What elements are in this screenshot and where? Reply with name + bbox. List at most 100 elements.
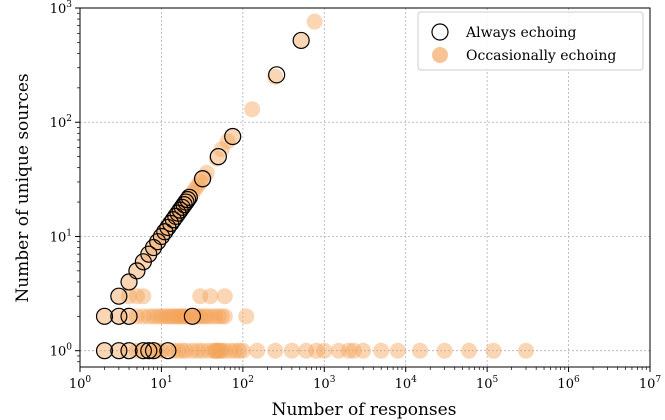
occasionally-echoing-point: [216, 308, 233, 325]
occasionally-echoing-point: [345, 342, 362, 359]
y-axis-label: Number of unique sources: [13, 73, 33, 302]
occasionally-echoing-point: [172, 308, 189, 325]
occasionally-echoing-point: [226, 342, 243, 359]
occasionally-echoing-point: [135, 342, 152, 359]
always-echoing-point: [180, 188, 198, 206]
x-tick-label: 100: [69, 375, 92, 392]
always-echoing-point: [95, 342, 114, 360]
occasionally-echoing-point: [162, 308, 179, 325]
legend-marker-occasionally-echoing: [432, 47, 448, 63]
occasionally-echoing-point: [216, 288, 233, 305]
occasionally-echoing-point: [177, 342, 194, 359]
legend-marker-always-echoing: [431, 23, 449, 41]
occasionally-echoing-point: [224, 128, 241, 145]
x-tick-label: 106: [557, 375, 580, 392]
always-echoing-point: [164, 211, 182, 229]
occasionally-echoing-point: [298, 342, 315, 359]
occasionally-echoing-point: [194, 342, 211, 359]
occasionally-echoing-point: [96, 342, 113, 359]
occasionally-echoing-point: [216, 342, 233, 359]
occasionally-echoing-point: [202, 288, 219, 305]
occasionally-echoing-point: [206, 308, 223, 325]
occasionally-echoing-point: [156, 308, 173, 325]
occasionally-echoing-point: [373, 342, 390, 359]
always-echoing-point: [152, 227, 171, 246]
occasionally-echoing-point: [389, 342, 406, 359]
occasionally-echoing-point: [205, 342, 222, 359]
always-echoing-point: [167, 207, 185, 225]
occasionally-echoing-point: [110, 308, 127, 325]
occasionally-echoing-point: [159, 342, 176, 359]
y-tick-label: 101: [50, 228, 72, 245]
always-echoing-point: [177, 193, 195, 211]
plot-frame: [79, 7, 651, 368]
always-echoing-point: [292, 31, 310, 50]
always-echoing-point: [193, 170, 212, 188]
occasionally-echoing-point: [159, 308, 176, 325]
occasionally-echoing-point: [238, 308, 255, 325]
occasionally-echoing-point: [189, 308, 206, 325]
occasionally-echoing-point: [306, 13, 323, 30]
occasionally-echoing-point: [177, 308, 194, 325]
occasionally-echoing-point: [485, 342, 502, 359]
occasionally-echoing-point: [200, 342, 217, 359]
occasionally-echoing-point: [153, 308, 170, 325]
occasionally-echoing-point: [198, 308, 215, 325]
always-echoing-point: [110, 307, 128, 325]
x-tick-label: 103: [313, 375, 336, 392]
always-echoing-point: [95, 307, 114, 325]
occasionally-echoing-point: [121, 308, 138, 325]
occasionally-echoing-point: [165, 342, 182, 359]
legend: Always echoing Occasionally echoing: [417, 11, 644, 71]
y-tick-label: 100: [50, 343, 73, 360]
occasionally-echoing-point: [461, 342, 478, 359]
occasionally-echoing-point: [202, 308, 219, 325]
occasionally-echoing-point: [208, 342, 225, 359]
occasionally-echoing-point: [121, 342, 138, 359]
occasionally-echoing-point: [412, 342, 429, 359]
occasionally-echoing-point: [192, 288, 209, 305]
occasionally-echoing-point: [184, 308, 201, 325]
occasionally-echoing-point: [308, 342, 325, 359]
x-tick-label: 102: [232, 375, 254, 392]
occasionally-echoing-point: [192, 173, 209, 190]
always-echoing-point: [209, 148, 227, 166]
occasionally-echoing-point: [283, 342, 300, 359]
y-tick-label: 103: [50, 0, 73, 17]
always-echoing-point: [268, 66, 286, 84]
x-tick-label: 105: [476, 375, 499, 392]
legend-label-always-echoing: Always echoing: [465, 25, 577, 41]
x-tick-label: 104: [395, 375, 418, 392]
occasionally-echoing-point: [128, 288, 145, 305]
legend-box: [417, 11, 644, 71]
always-echoing-point: [140, 342, 158, 360]
always-echoing-point: [134, 342, 152, 360]
occasionally-echoing-point: [189, 342, 206, 359]
occasionally-echoing-point: [110, 342, 127, 359]
occasionally-echoing-point: [135, 288, 152, 305]
x-tick-label: 107: [639, 375, 662, 392]
axis-ticks: 100 101 102 103 104 105 106 107 100 101 102 103: [50, 0, 662, 392]
occasionally-echoing-point: [165, 308, 182, 325]
occasionally-echoing-point: [174, 342, 191, 359]
occasionally-echoing-point: [340, 342, 357, 359]
occasionally-echoing-point: [211, 342, 228, 359]
always-echoing-point: [128, 262, 146, 280]
occasionally-echoing-point: [210, 342, 227, 359]
occasionally-echoing-point: [198, 164, 215, 181]
always-echoing-point: [224, 127, 242, 146]
occasionally-echoing-point: [234, 342, 251, 359]
occasionally-echoing-point: [145, 342, 162, 359]
occasionally-echoing-point: [140, 342, 157, 359]
occasionally-echoing-point: [207, 342, 224, 359]
occasionally-echoing-point: [222, 342, 239, 359]
occasionally-echoing-point: [135, 253, 152, 270]
x-axis-label: Number of responses: [272, 400, 457, 420]
occasionally-echoing-point: [110, 288, 127, 305]
occasionally-echoing-point: [140, 308, 157, 325]
occasionally-echoing-point: [145, 308, 162, 325]
occasionally-echoing-point: [149, 342, 166, 359]
occasionally-echoing-point: [121, 288, 138, 305]
always-echoing-point: [159, 342, 177, 360]
